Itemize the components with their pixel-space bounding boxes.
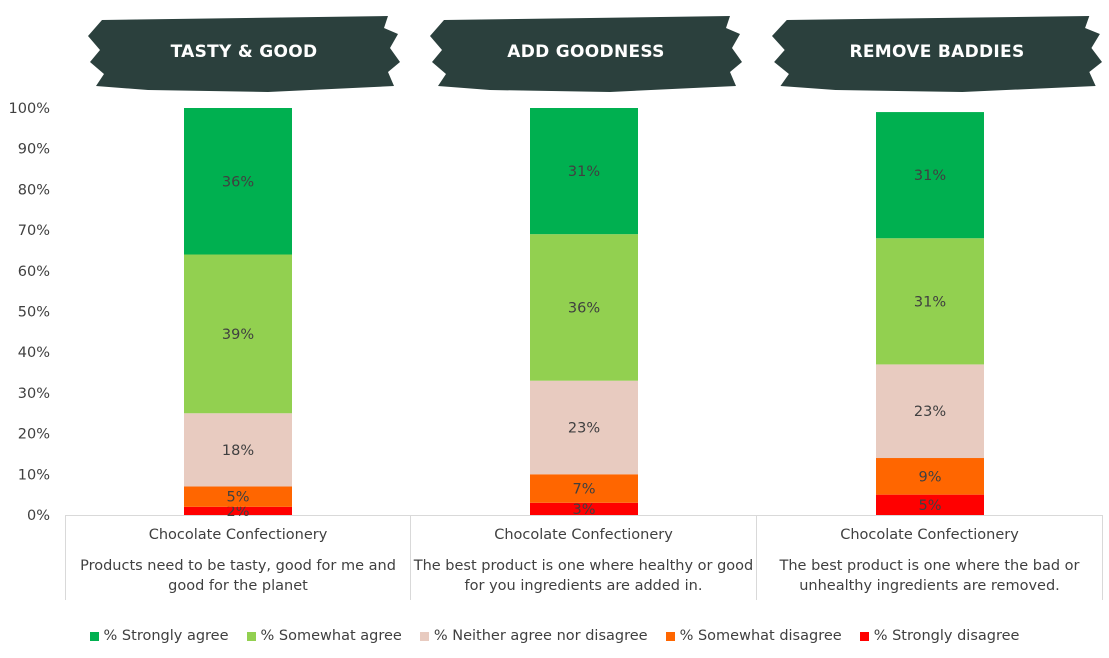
legend-item: % Neither agree nor disagree <box>419 628 648 644</box>
legend-swatch <box>665 631 675 641</box>
data-label: 39% <box>222 327 254 343</box>
brush-stroke-icon <box>430 16 742 92</box>
legend-swatch <box>419 631 429 641</box>
bar-segment <box>876 458 984 495</box>
legend-item: % Somewhat agree <box>246 628 402 644</box>
legend-label: % Strongly disagree <box>873 628 1020 644</box>
banner-add-goodness: ADD GOODNESS <box>430 14 742 94</box>
data-label: 5% <box>226 490 249 506</box>
banner-label: ADD GOODNESS <box>507 42 665 62</box>
category-label: Chocolate Confectionery Products need to… <box>66 525 410 596</box>
brush-stroke-icon <box>88 16 400 92</box>
brush-stroke-icon <box>772 16 1102 92</box>
data-label: 31% <box>914 168 946 184</box>
data-label: 9% <box>918 469 941 485</box>
legend-label: % Strongly agree <box>103 628 229 644</box>
category-statement: Products need to be tasty, good for me a… <box>80 558 396 594</box>
y-tick-label: 30% <box>18 386 50 402</box>
category-statement: The best product is one where healthy or… <box>413 558 754 594</box>
legend-swatch <box>246 631 256 641</box>
data-label: 18% <box>222 443 254 459</box>
category-name: Chocolate Confectionery <box>494 527 673 543</box>
bar-segment <box>530 234 638 381</box>
bar-segment <box>530 474 638 503</box>
bar-segment <box>184 486 292 507</box>
legend-label: % Somewhat agree <box>260 628 402 644</box>
banner-label: TASTY & GOOD <box>170 42 318 62</box>
y-tick-label: 0% <box>27 508 50 524</box>
category-statement: The best product is one where the bad or… <box>779 558 1080 594</box>
data-label: 36% <box>568 300 600 316</box>
legend-item: % Strongly agree <box>89 628 229 644</box>
y-tick-label: 100% <box>9 101 50 117</box>
legend-label: % Neither agree nor disagree <box>433 628 648 644</box>
legend-item: % Somewhat disagree <box>665 628 842 644</box>
bar-segment <box>876 112 984 239</box>
category-name: Chocolate Confectionery <box>840 527 1019 543</box>
bar-segment <box>876 238 984 365</box>
data-label: 7% <box>572 482 595 498</box>
data-label: 2% <box>226 504 249 520</box>
y-tick-label: 50% <box>18 305 50 321</box>
banner-label: REMOVE BADDIES <box>849 42 1025 62</box>
y-tick-label: 60% <box>18 264 50 280</box>
legend-item: % Strongly disagree <box>859 628 1020 644</box>
bar-segment <box>530 108 638 235</box>
data-label: 31% <box>914 294 946 310</box>
data-label: 31% <box>568 164 600 180</box>
y-tick-label: 40% <box>18 345 50 361</box>
category-name: Chocolate Confectionery <box>148 527 328 543</box>
legend-swatch <box>859 631 869 641</box>
banner-remove-baddies: REMOVE BADDIES <box>772 14 1102 94</box>
data-label: 36% <box>222 174 254 190</box>
bar-segment <box>184 413 292 487</box>
y-tick-label: 10% <box>18 467 50 483</box>
legend-swatch <box>89 631 99 641</box>
bar-segment <box>530 502 638 515</box>
data-label: 3% <box>572 502 595 518</box>
y-tick-label: 20% <box>18 427 50 443</box>
bar-segment <box>184 254 292 414</box>
category-label: Chocolate Confectionery The best product… <box>757 525 1102 596</box>
data-label: 23% <box>914 404 946 420</box>
y-tick-label: 80% <box>18 182 50 198</box>
y-tick-label: 70% <box>18 223 50 239</box>
bar-segment <box>184 506 292 515</box>
legend: % Strongly agree % Somewhat agree % Neithe… <box>0 628 1109 644</box>
banner-tasty-good: TASTY & GOOD <box>88 14 400 94</box>
bar-segment <box>530 380 638 475</box>
bar-segment <box>876 494 984 515</box>
legend-label: % Somewhat disagree <box>679 628 842 644</box>
bar-segment <box>876 364 984 459</box>
bar-segment <box>184 108 292 255</box>
y-tick-label: 90% <box>18 142 50 158</box>
data-label: 23% <box>568 420 600 436</box>
data-label: 5% <box>918 498 941 514</box>
category-label: Chocolate Confectionery The best product… <box>411 525 756 596</box>
